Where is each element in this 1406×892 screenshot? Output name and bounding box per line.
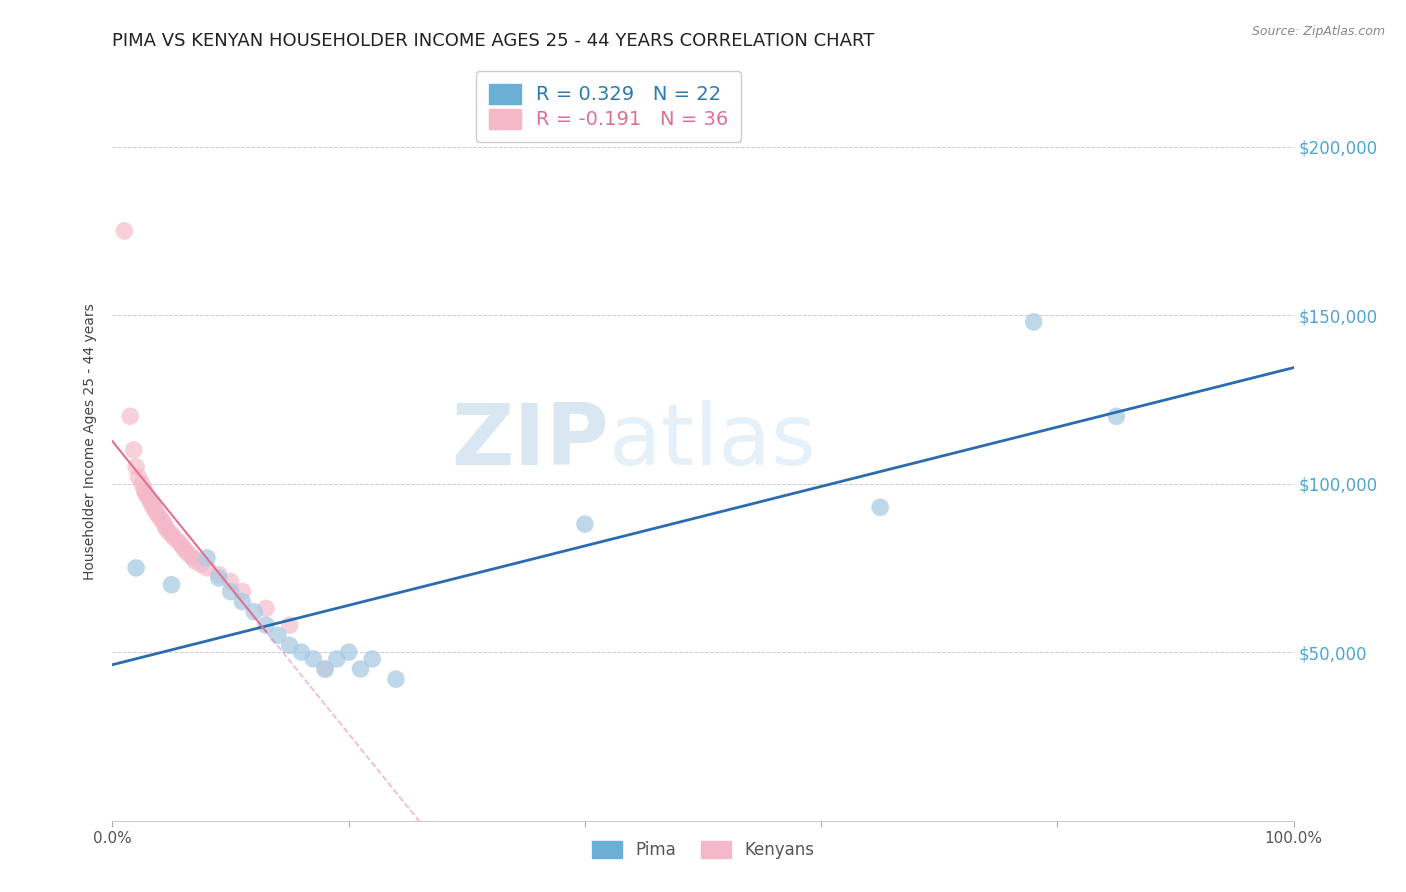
Point	[170, 537, 193, 551]
Point	[208, 567, 231, 582]
Point	[131, 476, 153, 491]
Point	[149, 510, 172, 524]
Point	[153, 517, 176, 532]
Point	[143, 503, 166, 517]
Point	[1105, 409, 1128, 424]
Point	[231, 594, 253, 608]
Point	[160, 578, 183, 592]
Point	[869, 500, 891, 515]
Point	[278, 639, 301, 653]
Legend: Pima, Kenyans: Pima, Kenyans	[585, 834, 821, 865]
Point	[181, 550, 204, 565]
Point	[195, 561, 218, 575]
Text: atlas: atlas	[609, 400, 817, 483]
Point	[120, 409, 142, 424]
Point	[179, 548, 201, 562]
Point	[190, 558, 212, 572]
Point	[314, 662, 336, 676]
Point	[243, 605, 266, 619]
Point	[174, 544, 197, 558]
Point	[155, 520, 177, 534]
Point	[184, 554, 207, 568]
Point	[254, 601, 277, 615]
Point	[135, 487, 157, 501]
Point	[231, 584, 253, 599]
Point	[314, 662, 336, 676]
Point	[1022, 315, 1045, 329]
Point	[290, 645, 312, 659]
Point	[163, 531, 186, 545]
Point	[208, 571, 231, 585]
Point	[219, 584, 242, 599]
Point	[142, 500, 165, 515]
Point	[195, 550, 218, 565]
Point	[267, 628, 290, 642]
Point	[134, 483, 156, 498]
Point	[172, 541, 194, 555]
Point	[146, 507, 169, 521]
Point	[166, 533, 188, 548]
Text: ZIP: ZIP	[451, 400, 609, 483]
Point	[139, 493, 162, 508]
Y-axis label: Householder Income Ages 25 - 44 years: Householder Income Ages 25 - 44 years	[83, 303, 97, 580]
Point	[160, 527, 183, 541]
Point	[136, 490, 159, 504]
Point	[125, 561, 148, 575]
Point	[385, 672, 408, 686]
Point	[112, 224, 135, 238]
Point	[254, 618, 277, 632]
Point	[122, 442, 145, 457]
Point	[349, 662, 371, 676]
Point	[361, 652, 384, 666]
Text: PIMA VS KENYAN HOUSEHOLDER INCOME AGES 25 - 44 YEARS CORRELATION CHART: PIMA VS KENYAN HOUSEHOLDER INCOME AGES 2…	[112, 32, 875, 50]
Point	[219, 574, 242, 589]
Point	[302, 652, 325, 666]
Point	[150, 514, 173, 528]
Text: Source: ZipAtlas.com: Source: ZipAtlas.com	[1251, 25, 1385, 38]
Point	[574, 517, 596, 532]
Point	[127, 470, 149, 484]
Point	[278, 618, 301, 632]
Point	[337, 645, 360, 659]
Point	[141, 497, 163, 511]
Point	[156, 524, 179, 538]
Point	[326, 652, 349, 666]
Point	[125, 459, 148, 474]
